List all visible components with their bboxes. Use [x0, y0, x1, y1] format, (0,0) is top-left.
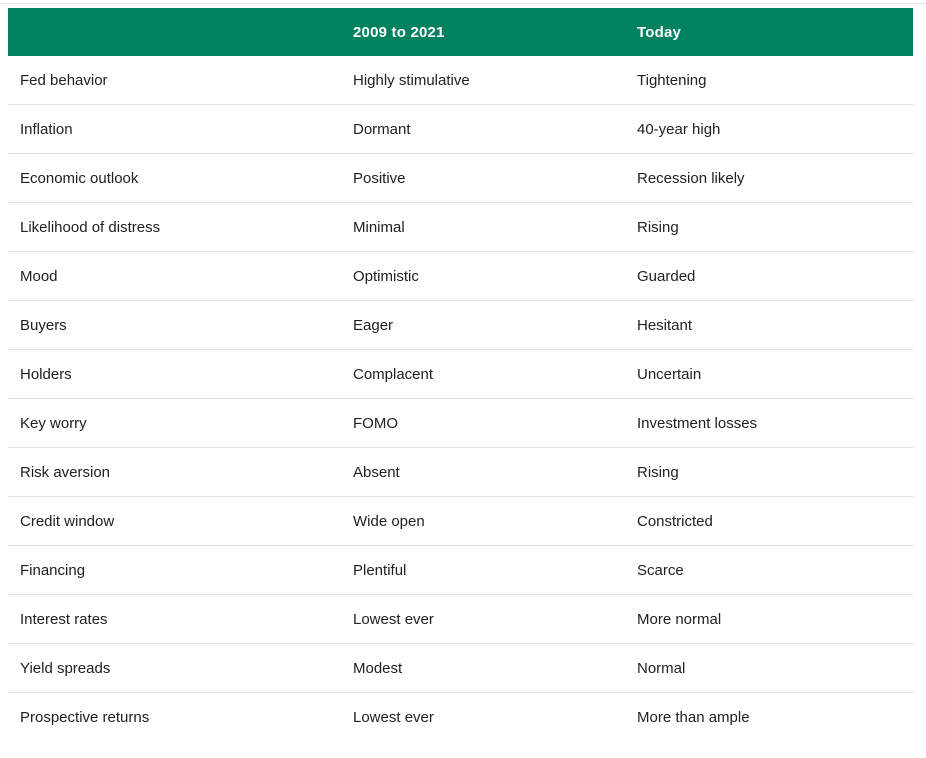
- row-label-cell: Economic outlook: [20, 169, 139, 187]
- past-value-cell: Lowest ever: [353, 610, 434, 628]
- row-label-cell: Holders: [20, 365, 72, 383]
- today-value-cell: Uncertain: [637, 365, 702, 383]
- row-label-cell: Prospective returns: [20, 709, 150, 726]
- today-value-cell: Recession likely: [637, 169, 745, 187]
- past-value-cell: Highly stimulative: [353, 71, 470, 89]
- past-value-cell: Positive: [353, 169, 406, 187]
- today-value-cell: Rising: [637, 218, 679, 236]
- table-header-row: 2009 to 2021 Today: [8, 8, 913, 56]
- today-value-cell: Guarded: [637, 267, 696, 285]
- past-value-cell: Minimal: [353, 218, 405, 236]
- table-row: Interest rates Lowest ever More normal: [8, 595, 913, 644]
- table-row: Key worry FOMO Investment losses: [8, 399, 913, 448]
- table-row: Economic outlook Positive Recession like…: [8, 154, 913, 203]
- table-row: Prospective returns Lowest ever More tha…: [8, 693, 913, 742]
- table-row: Mood Optimistic Guarded: [8, 252, 913, 301]
- row-label-cell: Interest rates: [20, 610, 108, 628]
- today-value-cell: Investment losses: [637, 414, 758, 432]
- past-value-cell: Modest: [353, 659, 403, 677]
- today-value-cell: Hesitant: [637, 316, 693, 334]
- row-label-cell: Yield spreads: [20, 659, 111, 677]
- today-value-cell: Constricted: [637, 512, 713, 530]
- table-row: Fed behavior Highly stimulative Tighteni…: [8, 56, 913, 105]
- row-label-cell: Likelihood of distress: [20, 218, 161, 236]
- past-value-cell: Plentiful: [353, 561, 407, 579]
- past-value-cell: Wide open: [353, 512, 425, 530]
- past-value-cell: Eager: [353, 316, 394, 334]
- table-row: Yield spreads Modest Normal: [8, 644, 913, 693]
- table-row: Buyers Eager Hesitant: [8, 301, 913, 350]
- row-label-cell: Inflation: [20, 120, 73, 138]
- past-value-cell: FOMO: [353, 414, 398, 432]
- today-value-cell: 40-year high: [637, 120, 721, 138]
- table-row: Credit window Wide open Constricted: [8, 497, 913, 546]
- header-cell-period: 2009 to 2021: [353, 23, 445, 41]
- header-cell-today: Today: [637, 23, 682, 41]
- today-value-cell: More than ample: [637, 709, 750, 726]
- row-label-cell: Credit window: [20, 512, 115, 530]
- table-row: Risk aversion Absent Rising: [8, 448, 913, 497]
- row-label-cell: Mood: [20, 267, 58, 285]
- header-cell-blank: [8, 8, 341, 56]
- past-value-cell: Lowest ever: [353, 709, 434, 726]
- table-body: Fed behavior Highly stimulative Tighteni…: [8, 56, 913, 742]
- table-row: Likelihood of distress Minimal Rising: [8, 203, 913, 252]
- table-row: Holders Complacent Uncertain: [8, 350, 913, 399]
- past-value-cell: Optimistic: [353, 267, 419, 285]
- table-row: Inflation Dormant 40-year high: [8, 105, 913, 154]
- today-value-cell: Scarce: [637, 561, 684, 579]
- row-label-cell: Key worry: [20, 414, 87, 432]
- past-value-cell: Dormant: [353, 120, 411, 138]
- row-label-cell: Buyers: [20, 316, 67, 334]
- table-row: Financing Plentiful Scarce: [8, 546, 913, 595]
- today-value-cell: More normal: [637, 610, 722, 628]
- row-label-cell: Financing: [20, 561, 86, 579]
- comparison-table: 2009 to 2021 Today Fed behavior Highly s…: [8, 8, 913, 742]
- row-label-cell: Fed behavior: [20, 71, 108, 89]
- row-label-cell: Risk aversion: [20, 463, 111, 481]
- past-value-cell: Absent: [353, 463, 400, 481]
- past-value-cell: Complacent: [353, 365, 434, 383]
- today-value-cell: Normal: [637, 659, 686, 677]
- today-value-cell: Tightening: [637, 71, 707, 89]
- today-value-cell: Rising: [637, 463, 679, 481]
- top-divider-line: [0, 3, 926, 4]
